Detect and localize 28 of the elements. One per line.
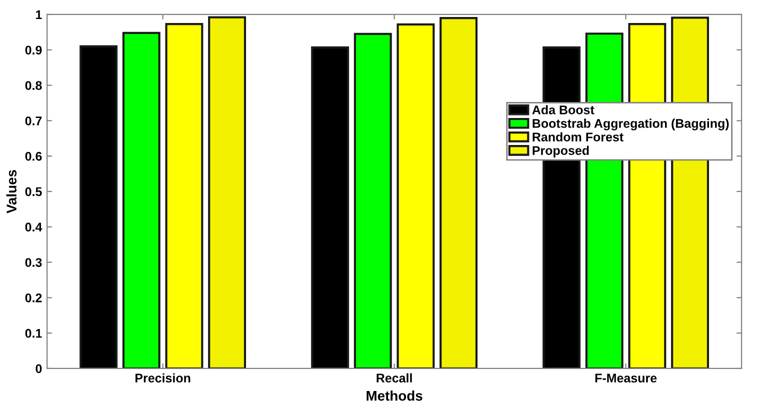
- bar: [440, 16, 478, 368]
- y-tick-label: 0.5: [25, 187, 42, 196]
- y-tick-label: 0.8: [25, 81, 42, 90]
- bar: [165, 23, 204, 368]
- y-tick-label: 0.3: [25, 258, 42, 267]
- bar: [311, 46, 350, 368]
- y-tick-label: 1: [36, 10, 42, 20]
- x-tick-label: Precision: [136, 373, 190, 383]
- bar: [396, 23, 435, 368]
- bar: [122, 32, 160, 368]
- y-tick-label: 0.7: [25, 116, 42, 126]
- y-tick-label: 0.2: [25, 293, 42, 302]
- bar: [208, 16, 246, 368]
- y-tick-label: 0.4: [25, 222, 42, 232]
- y-tick-label: 0.6: [25, 152, 42, 161]
- y-tick-label: 0.9: [25, 46, 42, 55]
- x-axis-title: Methods: [366, 390, 422, 401]
- legend-label: Bootstrab Aggregation (Bagging): [532, 118, 729, 130]
- legend-label: Random Forest: [532, 132, 624, 142]
- bar: [80, 45, 118, 368]
- y-tick-label: 0.1: [25, 328, 42, 338]
- bar: [354, 32, 392, 368]
- x-tick-label: Recall: [376, 373, 412, 383]
- legend-label: Proposed: [532, 146, 589, 158]
- x-tick-label: F-Measure: [595, 374, 657, 383]
- y-axis-title: Values: [6, 170, 17, 214]
- legend-label: Ada Boost: [532, 105, 594, 114]
- y-tick-label: 0: [36, 364, 42, 374]
